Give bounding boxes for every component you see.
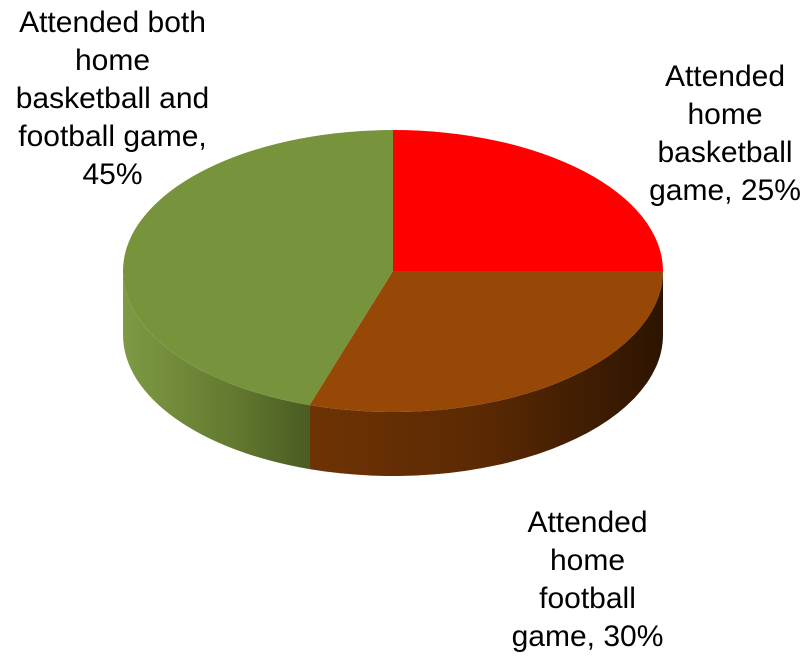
pie-slice-both <box>122 130 393 406</box>
pie-slices <box>122 130 663 413</box>
data-label-basketball: Attended home basketball game, 25% <box>649 60 801 207</box>
pie-chart <box>122 130 663 477</box>
pie-sides <box>123 271 663 477</box>
data-label-football: Attended home football game, 30% <box>511 506 664 653</box>
pie-slice-both-side <box>123 271 310 470</box>
data-label-both: Attended both home basketball and footba… <box>15 6 210 191</box>
pie-slice-football <box>309 271 663 413</box>
pie-slice-basketball <box>393 130 663 271</box>
pie-slice-football-side <box>309 271 663 477</box>
